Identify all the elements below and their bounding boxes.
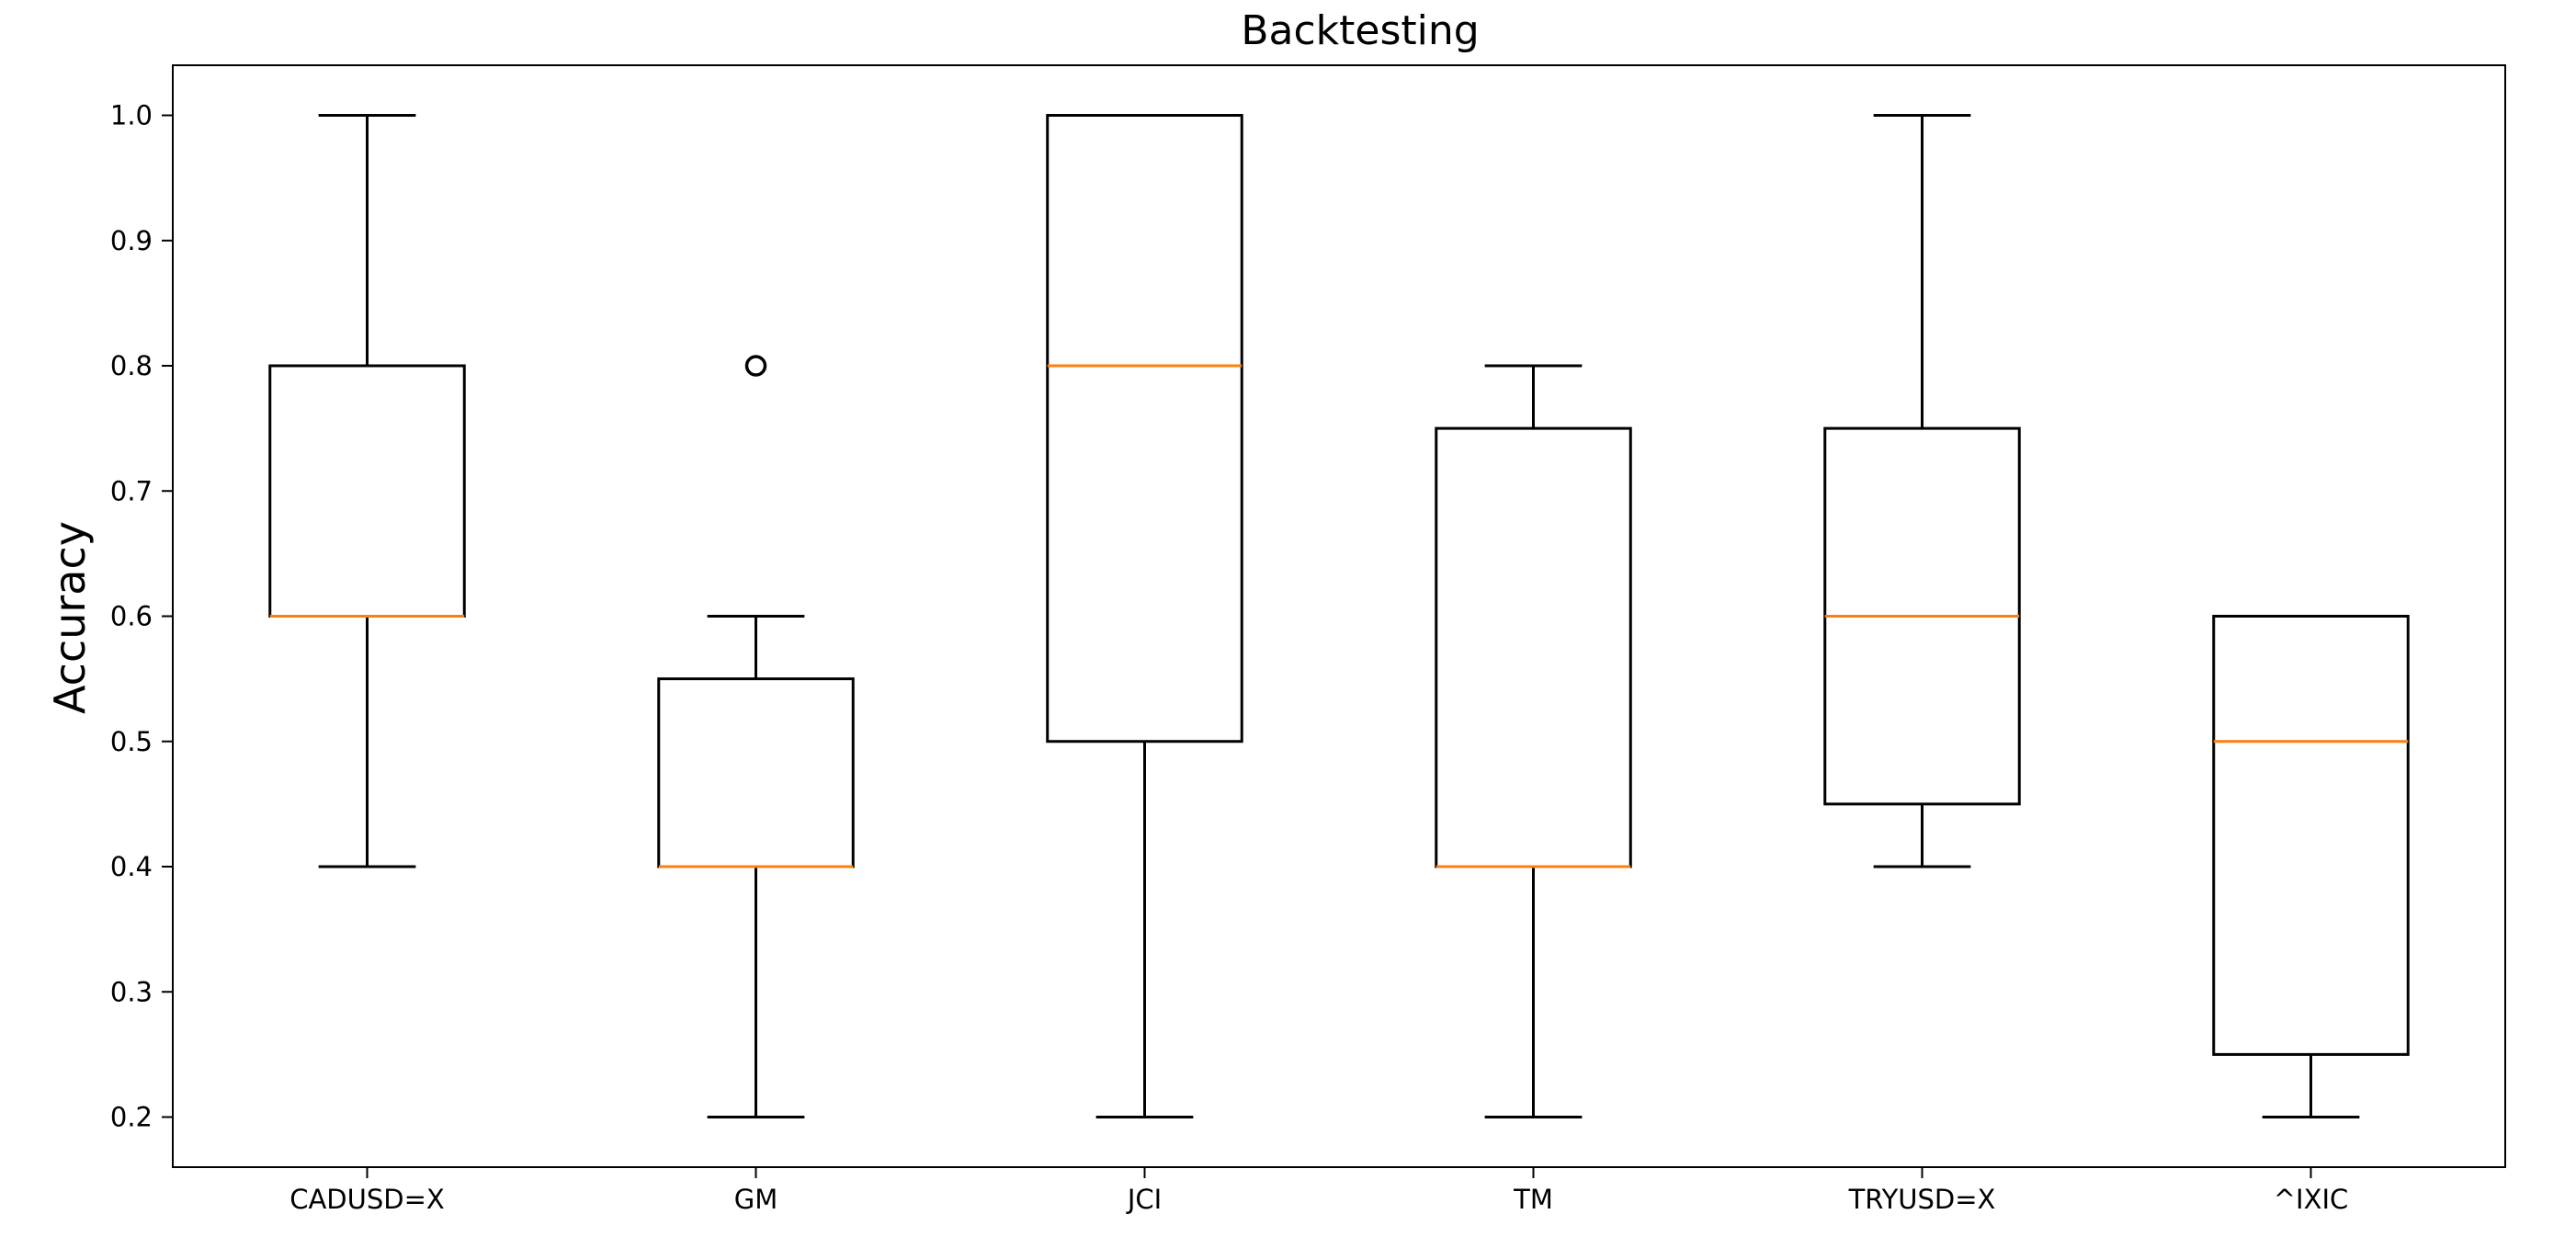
- y-tick-label: 0.3: [110, 976, 153, 1007]
- x-tick-label: TM: [1513, 1184, 1553, 1215]
- y-axis-label: Accuracy: [45, 521, 95, 714]
- y-tick-label: 0.8: [110, 350, 153, 381]
- chart-title: Backtesting: [1241, 7, 1479, 54]
- y-tick-label: 0.2: [110, 1102, 153, 1133]
- y-tick-label: 0.7: [110, 475, 153, 506]
- x-tick-label: JCI: [1126, 1184, 1162, 1215]
- box: [1435, 426, 1632, 868]
- y-tick-label: 0.6: [110, 601, 153, 632]
- y-tick-label: 1.0: [110, 100, 153, 131]
- x-tick-label: GM: [734, 1184, 778, 1215]
- box: [268, 364, 466, 618]
- y-tick-label: 0.4: [110, 851, 153, 882]
- plot-frame: [172, 64, 2506, 1168]
- box: [657, 677, 855, 868]
- y-tick-label: 0.9: [110, 225, 153, 256]
- x-tick-label: TRYUSD=X: [1848, 1184, 1996, 1215]
- plot-area: 0.2 0.3 0.4 0.5 0.6 0.7 0.8 0.9 1.0 CADUSD=X GM JCI…: [110, 100, 2410, 1215]
- outlier-point: [744, 355, 767, 377]
- x-tick-label: CADUSD=X: [289, 1184, 445, 1215]
- y-tick-label: 0.5: [110, 726, 153, 757]
- x-tick-label: ^IXIC: [2274, 1184, 2349, 1215]
- box: [1046, 114, 1243, 743]
- box: [2212, 615, 2410, 1056]
